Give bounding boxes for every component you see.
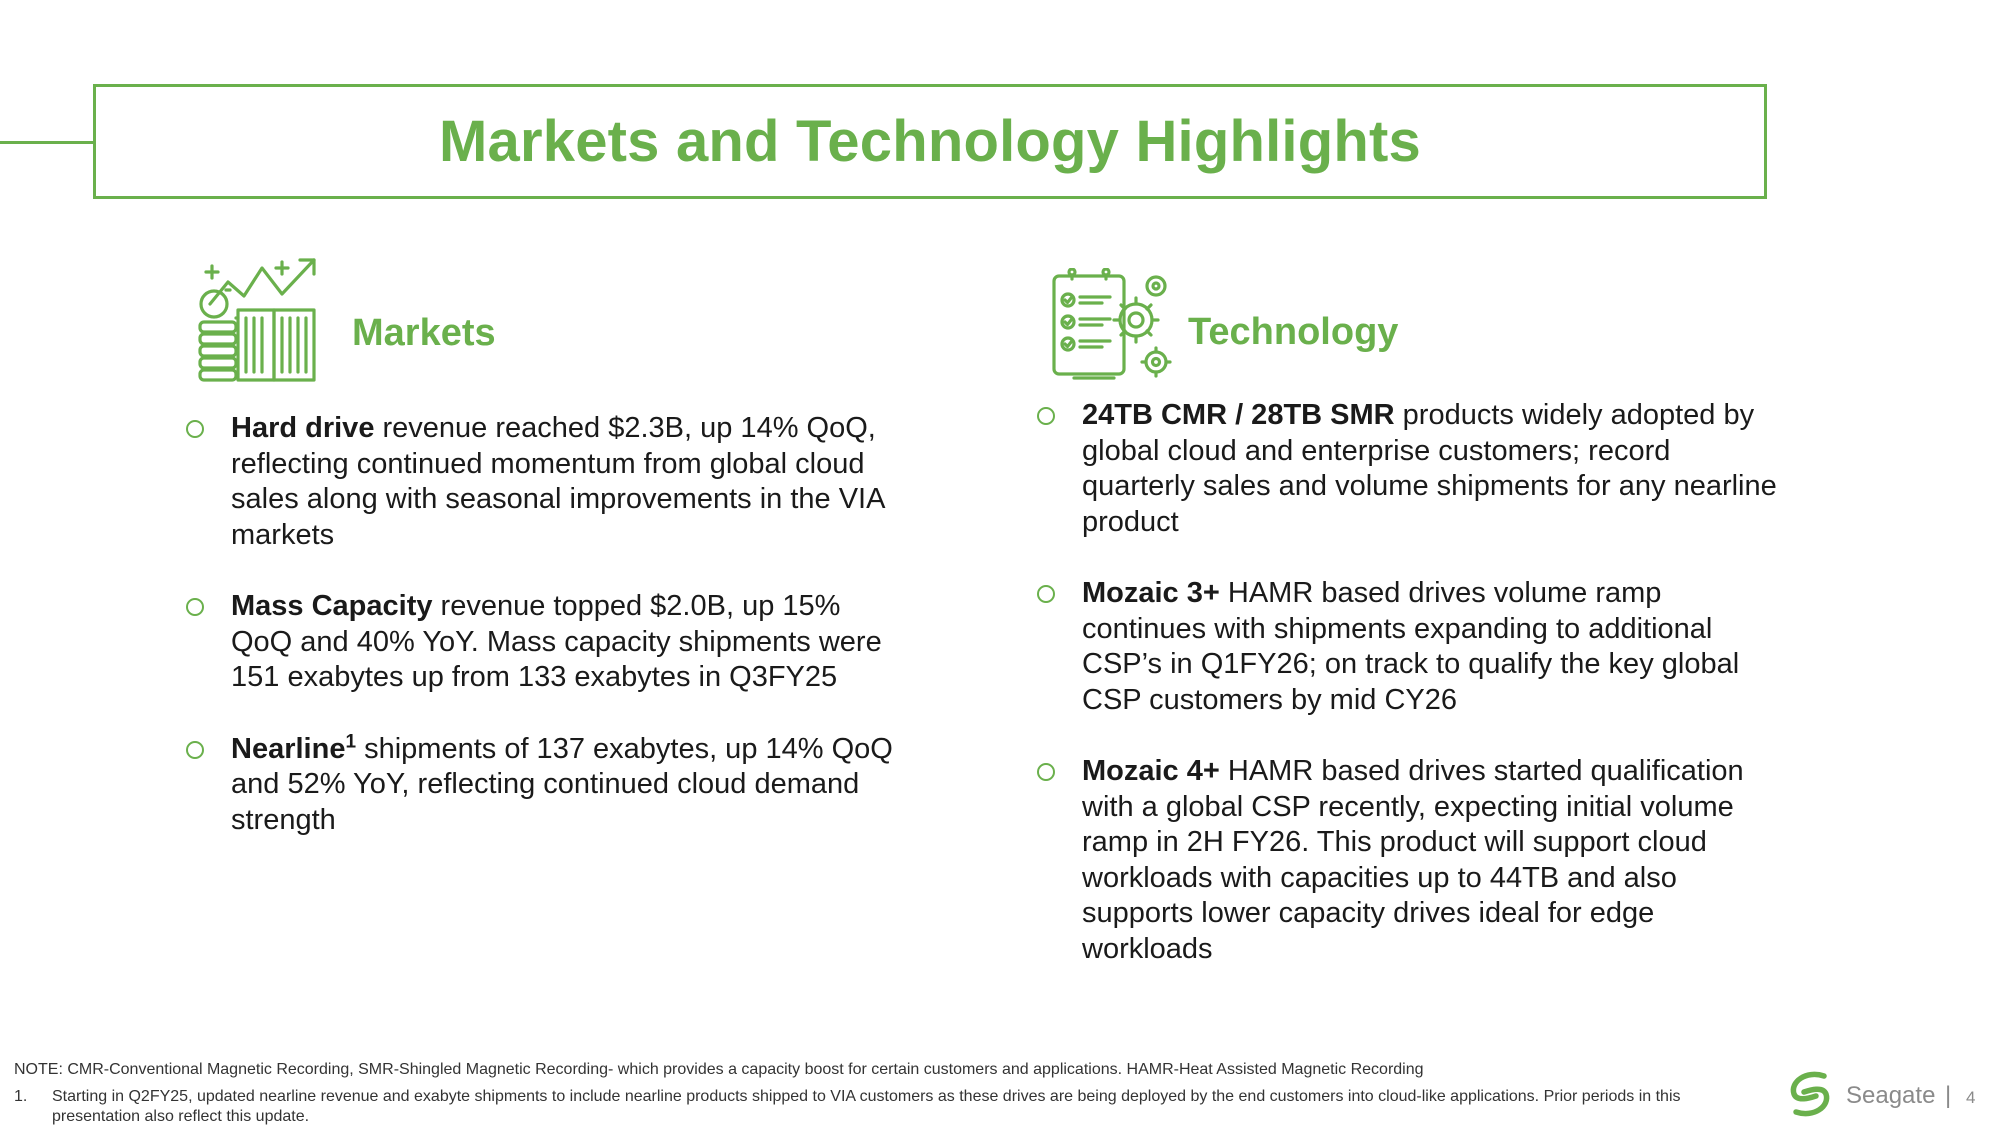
markets-bullet-list: Hard drive revenue reached $2.3B, up 14%… xyxy=(186,411,898,874)
bullet-text: revenue reached $2.3B, up 14% QoQ, refle… xyxy=(231,412,884,551)
list-item: Hard drive revenue reached $2.3B, up 14%… xyxy=(186,411,898,553)
list-item: Mass Capacity revenue topped $2.0B, up 1… xyxy=(186,589,898,696)
bullet-text: shipments of 137 exabytes, up 14% QoQ an… xyxy=(231,732,893,836)
circle-bullet-icon xyxy=(186,598,204,616)
title-accent-line xyxy=(0,141,94,144)
bullet-bold: 24TB CMR / 28TB SMR xyxy=(1082,399,1395,431)
list-item: Mozaic 3+ HAMR based drives volume ramp … xyxy=(1037,576,1777,718)
circle-bullet-icon xyxy=(1037,585,1055,603)
list-item: 24TB CMR / 28TB SMR products widely adop… xyxy=(1037,398,1777,540)
footnote-marker: 1 xyxy=(345,730,357,752)
bullet-bold: Hard drive xyxy=(231,412,375,444)
circle-bullet-icon xyxy=(1037,407,1055,425)
bullet-bold: Mozaic 3+ xyxy=(1082,577,1220,609)
circle-bullet-icon xyxy=(186,420,204,438)
bullet-text: products widely adopted by global cloud … xyxy=(1082,399,1777,538)
bullet-bold: Mozaic 4+ xyxy=(1082,755,1220,787)
growth-chart-coins-icon xyxy=(198,258,316,382)
page-number: 4 xyxy=(1966,1088,1976,1107)
list-item: Nearline1 shipments of 137 exabytes, up … xyxy=(186,732,898,839)
technology-heading: Technology xyxy=(1188,311,1399,353)
list-item: Mozaic 4+ HAMR based drives started qual… xyxy=(1037,754,1777,967)
bullet-bold: Nearline xyxy=(231,732,346,765)
circle-bullet-icon xyxy=(186,740,204,759)
checklist-gears-icon xyxy=(1052,268,1172,380)
seagate-logo-icon xyxy=(1790,1071,1830,1117)
footnote-number: 1. xyxy=(14,1088,28,1105)
bullet-text: HAMR based drives started qualification … xyxy=(1082,755,1744,965)
circle-bullet-icon xyxy=(1037,763,1055,781)
footnote: 1. Starting in Q2FY25, updated nearline … xyxy=(14,1087,1744,1125)
footer-separator: | xyxy=(1945,1082,1952,1109)
bullet-text: revenue topped $2.0B, up 15% QoQ and 40%… xyxy=(231,590,882,693)
markets-heading: Markets xyxy=(352,312,496,354)
title-box: Markets and Technology Highlights xyxy=(93,84,1767,199)
page-title: Markets and Technology Highlights xyxy=(439,109,1421,174)
note-text: NOTE: CMR-Conventional Magnetic Recordin… xyxy=(14,1061,1424,1078)
brand-name: Seagate xyxy=(1846,1082,1936,1109)
technology-bullet-list: 24TB CMR / 28TB SMR products widely adop… xyxy=(1037,398,1777,1003)
bullet-text: HAMR based drives volume ramp continues … xyxy=(1082,577,1740,716)
bullet-bold: Mass Capacity xyxy=(231,590,433,622)
footnote-text: Starting in Q2FY25, updated nearline rev… xyxy=(52,1088,1681,1125)
